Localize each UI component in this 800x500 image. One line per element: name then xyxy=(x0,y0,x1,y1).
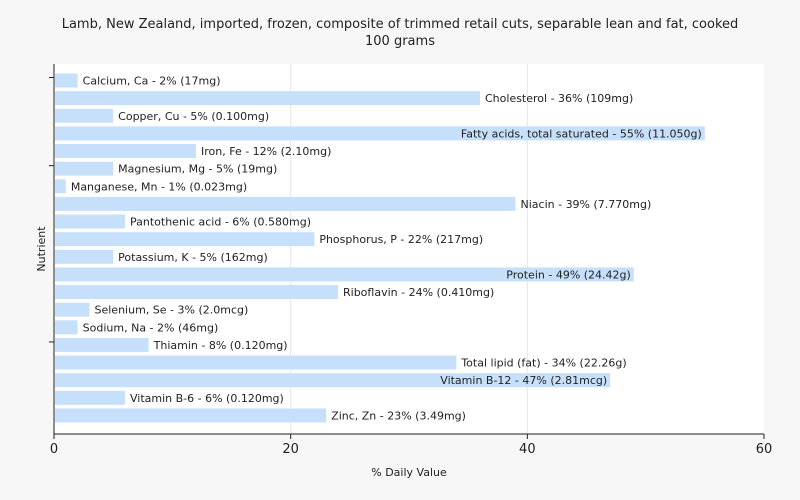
chart-title-line-1: Lamb, New Zealand, imported, frozen, com… xyxy=(62,17,739,32)
bar-label: Zinc, Zn - 23% (3.49mg) xyxy=(331,409,466,422)
bar-label: Vitamin B-12 - 47% (2.81mcg) xyxy=(440,374,607,387)
x-axis-ticks: 0 20 40 60 xyxy=(50,434,772,457)
bar xyxy=(55,302,90,317)
bar xyxy=(55,373,611,388)
bar xyxy=(55,161,114,176)
bar-label: Copper, Cu - 5% (0.100mg) xyxy=(118,110,269,123)
bar-label: Selenium, Se - 3% (2.0mcg) xyxy=(95,304,249,317)
bar xyxy=(55,320,78,335)
bar xyxy=(55,108,114,123)
gridlines xyxy=(290,64,528,434)
bar-label: Sodium, Na - 2% (46mg) xyxy=(83,321,219,334)
bar xyxy=(55,355,457,370)
bar-label: Fatty acids, total saturated - 55% (11.0… xyxy=(461,127,702,140)
bar-label: Calcium, Ca - 2% (17mg) xyxy=(83,75,221,88)
bar xyxy=(55,408,327,423)
y-axis-label: Nutrient xyxy=(35,226,48,272)
bar-label: Pantothenic acid - 6% (0.580mg) xyxy=(130,216,311,229)
x-tick-label: 40 xyxy=(519,442,536,457)
y-axis-ticks xyxy=(49,77,54,343)
bar xyxy=(55,232,315,247)
bar xyxy=(55,196,516,211)
bar-label: Iron, Fe - 12% (2.10mg) xyxy=(201,145,331,158)
bar xyxy=(55,285,338,300)
bar-label: Riboflavin - 24% (0.410mg) xyxy=(343,286,494,299)
bar xyxy=(55,144,196,159)
bar xyxy=(55,214,125,229)
chart-title-line-2: 100 grams xyxy=(365,34,435,49)
bar-label-group: Calcium, Ca - 2% (17mg) Cholesterol - 36%… xyxy=(71,75,702,423)
x-axis-label: % Daily Value xyxy=(371,466,447,479)
bar-label: Thiamin - 8% (0.120mg) xyxy=(153,339,288,352)
bar-label: Cholesterol - 36% (109mg) xyxy=(485,92,633,105)
bar-label: Protein - 49% (24.42g) xyxy=(506,268,631,281)
bar-label: Vitamin B-6 - 6% (0.120mg) xyxy=(130,392,284,405)
bar xyxy=(55,267,634,282)
bar-label: Manganese, Mn - 1% (0.023mg) xyxy=(71,180,247,193)
x-tick-label: 60 xyxy=(756,442,773,457)
bar xyxy=(55,73,78,88)
bar-label: Magnesium, Mg - 5% (19mg) xyxy=(118,163,277,176)
bar-label: Niacin - 39% (7.770mg) xyxy=(521,198,652,211)
bar xyxy=(55,179,66,194)
bar xyxy=(55,91,480,106)
bar-group xyxy=(55,73,705,423)
x-tick-label: 0 xyxy=(50,442,58,457)
bar xyxy=(55,337,149,352)
bar-label: Total lipid (fat) - 34% (22.26g) xyxy=(460,357,626,370)
bar-label: Phosphorus, P - 22% (217mg) xyxy=(319,233,483,246)
plot-area xyxy=(54,64,764,434)
bar-label: Potassium, K - 5% (162mg) xyxy=(118,251,268,264)
bar xyxy=(55,126,705,141)
bar xyxy=(55,390,125,405)
bar xyxy=(55,249,114,264)
x-tick-label: 20 xyxy=(282,442,299,457)
